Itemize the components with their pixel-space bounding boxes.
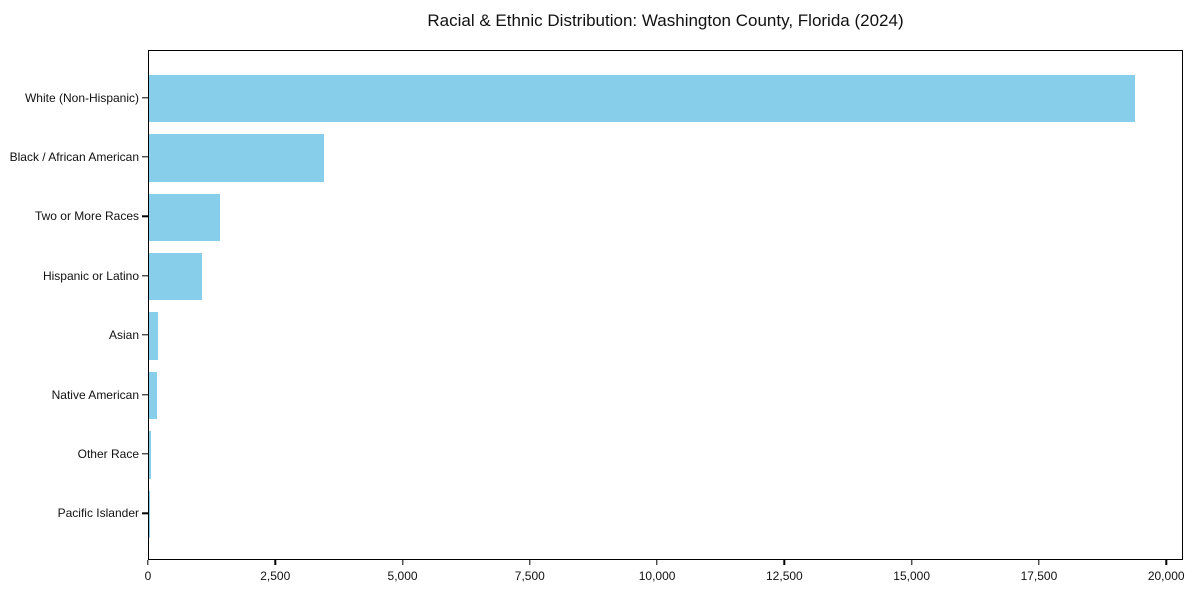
y-tick-mark	[142, 156, 148, 158]
chart-title: Racial & Ethnic Distribution: Washington…	[427, 11, 904, 30]
x-tick-label-20000: 20,000	[1147, 569, 1185, 583]
x-tick-mark	[401, 560, 404, 565]
x-tick-mark	[1038, 560, 1040, 565]
y-tick-mark	[142, 453, 148, 455]
x-tick-mark	[910, 560, 913, 565]
y-tick-label-two-or-more-races: Two or More Races	[34, 209, 139, 224]
x-tick-label-12500: 12,500	[766, 569, 803, 583]
x-tick-label-2500: 2,500	[260, 569, 291, 583]
y-tick-mark	[142, 96, 148, 99]
bar-native-american	[149, 371, 158, 420]
bar-pacific-islander	[149, 490, 150, 539]
y-tick-label-black-african-american: Black / African American	[9, 149, 139, 164]
y-tick-mark	[142, 274, 148, 277]
y-tick-mark	[142, 215, 148, 217]
x-tick-mark	[1165, 560, 1167, 565]
bar-two-or-more-races	[149, 193, 221, 242]
y-tick-label-native-american: Native American	[51, 387, 139, 402]
y-tick-label-pacific-islander: Pacific Islander	[57, 506, 139, 521]
plot-area	[148, 50, 1183, 560]
bar-asian	[149, 312, 159, 360]
bar-black-african-american	[149, 134, 325, 182]
x-tick-mark	[274, 560, 276, 565]
y-tick-label-hispanic-or-latino: Hispanic or Latino	[42, 268, 139, 283]
y-tick-label-other-race: Other Race	[77, 446, 139, 461]
y-tick-mark	[142, 512, 148, 514]
x-tick-mark	[783, 560, 786, 565]
x-tick-label-5000: 5,000	[387, 569, 418, 583]
x-tick-label-10000: 10,000	[638, 569, 676, 583]
y-tick-mark	[142, 393, 148, 396]
bar-hispanic-or-latino	[149, 252, 202, 301]
y-tick-mark	[142, 334, 148, 336]
x-tick-label-15000: 15,000	[893, 569, 930, 583]
x-tick-label-7500: 7,500	[514, 569, 545, 583]
y-tick-label-white-non-hispanic: White (Non-Hispanic)	[24, 90, 139, 105]
bar-white-non-hispanic	[149, 74, 1135, 123]
x-tick-mark	[147, 560, 149, 565]
y-tick-label-asian: Asian	[108, 328, 139, 343]
x-tick-label-17500: 17,500	[1020, 569, 1058, 583]
bar-other-race	[149, 431, 151, 479]
x-tick-label-0: 0	[144, 569, 152, 583]
x-tick-mark	[529, 560, 531, 565]
x-tick-mark	[656, 560, 658, 565]
